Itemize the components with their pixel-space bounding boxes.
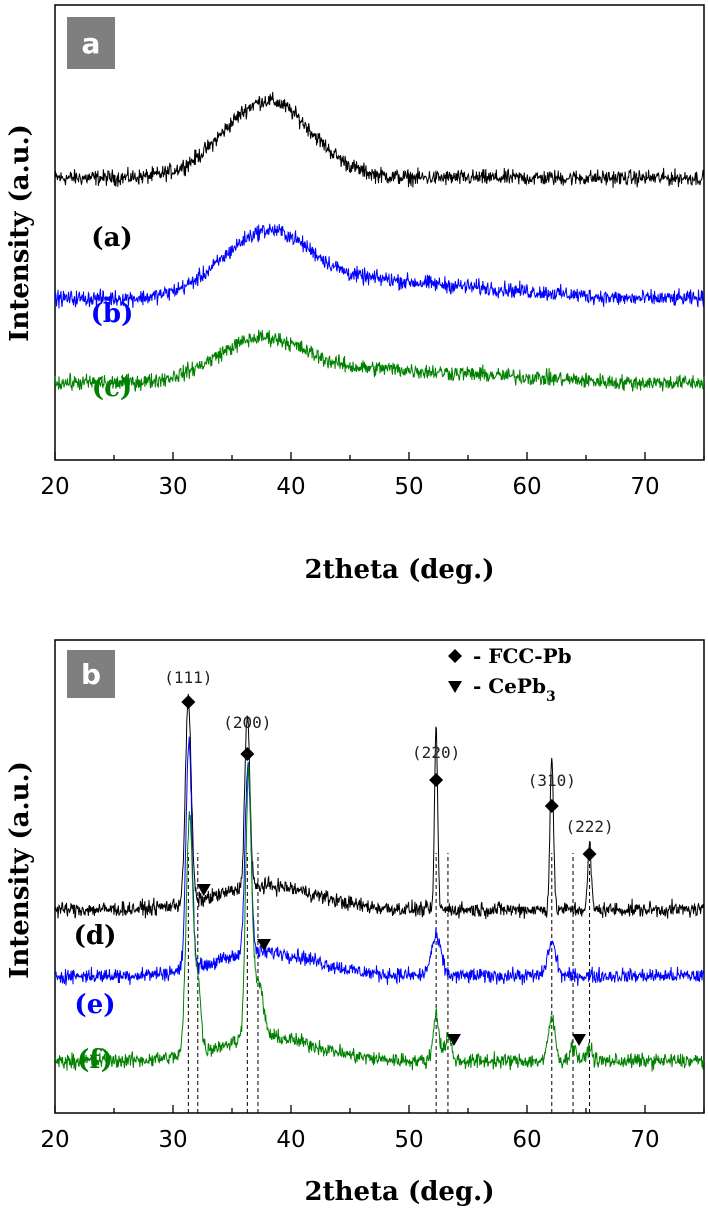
x-tick-label: 30 xyxy=(158,474,187,500)
x-tick-label: 70 xyxy=(630,1127,659,1153)
plot-frame xyxy=(54,4,705,461)
series-line-e xyxy=(54,736,705,986)
series-label: (b) xyxy=(91,299,134,329)
panel-a: 20 30 40 50 60 70 2theta (deg.) Intensity (a.u.… xyxy=(5,4,705,585)
plot-frame xyxy=(54,639,705,1114)
x-tick-label: 50 xyxy=(394,474,423,500)
panel-b: 20 30 40 50 60 70 2theta (deg.) Intensity (a.u.… xyxy=(5,639,705,1207)
legend-triangle-icon xyxy=(448,681,462,693)
y-axis-title: Intensity (a.u.) xyxy=(5,124,35,342)
series-label: (e) xyxy=(74,990,115,1020)
x-tick-label: 40 xyxy=(276,1127,305,1153)
cepb3-marker xyxy=(572,1034,587,1046)
x-tick-label: 60 xyxy=(512,1127,541,1153)
panel-badge xyxy=(67,17,115,69)
x-tick-label: 30 xyxy=(158,1127,187,1153)
cepb3-marker xyxy=(446,1034,461,1046)
legend: - FCC-Pb - CePb3 xyxy=(448,644,572,705)
series-label: (d) xyxy=(74,921,117,951)
fcc-pb-marker xyxy=(544,799,559,813)
series-line-d xyxy=(54,693,705,920)
x-tick-label: 40 xyxy=(276,474,305,500)
peak-label: (111) xyxy=(164,668,212,687)
x-axis-title: 2theta (deg.) xyxy=(304,1177,494,1207)
panel-badge-text: a xyxy=(82,27,101,60)
series-line-c xyxy=(54,329,705,392)
legend-label-cepb3: - CePb3 xyxy=(473,674,556,705)
series-line-f xyxy=(54,763,705,1072)
series-line-b xyxy=(54,223,705,309)
legend-label-fcc: - FCC-Pb xyxy=(473,644,572,668)
fcc-pb-marker xyxy=(582,847,597,861)
x-tick-label: 60 xyxy=(512,474,541,500)
x-tick-label: 50 xyxy=(394,1127,423,1153)
peak-label: (200) xyxy=(223,713,271,732)
x-axis-title: 2theta (deg.) xyxy=(304,555,494,585)
series-label: (a) xyxy=(91,223,132,253)
series-label: (c) xyxy=(92,373,132,403)
fcc-pb-marker xyxy=(240,747,255,761)
legend-diamond-icon xyxy=(448,649,462,663)
y-axis-title: Intensity (a.u.) xyxy=(5,761,35,979)
series-label: (f) xyxy=(77,1045,113,1075)
fcc-pb-marker xyxy=(429,773,444,787)
cepb3-marker xyxy=(196,884,211,896)
series-line-a xyxy=(54,91,705,188)
fcc-pb-marker xyxy=(181,695,196,709)
cepb3-marker xyxy=(256,939,271,951)
peak-label: (310) xyxy=(528,771,576,790)
panel-badge-text: b xyxy=(81,658,101,691)
legend-subscript: 3 xyxy=(546,689,556,705)
x-tick-label: 70 xyxy=(630,474,659,500)
panel-badge xyxy=(67,650,115,698)
x-tick-label: 20 xyxy=(40,1127,69,1153)
peak-label: (222) xyxy=(565,817,613,836)
peak-label: (220) xyxy=(412,743,460,762)
x-tick-label: 20 xyxy=(40,474,69,500)
